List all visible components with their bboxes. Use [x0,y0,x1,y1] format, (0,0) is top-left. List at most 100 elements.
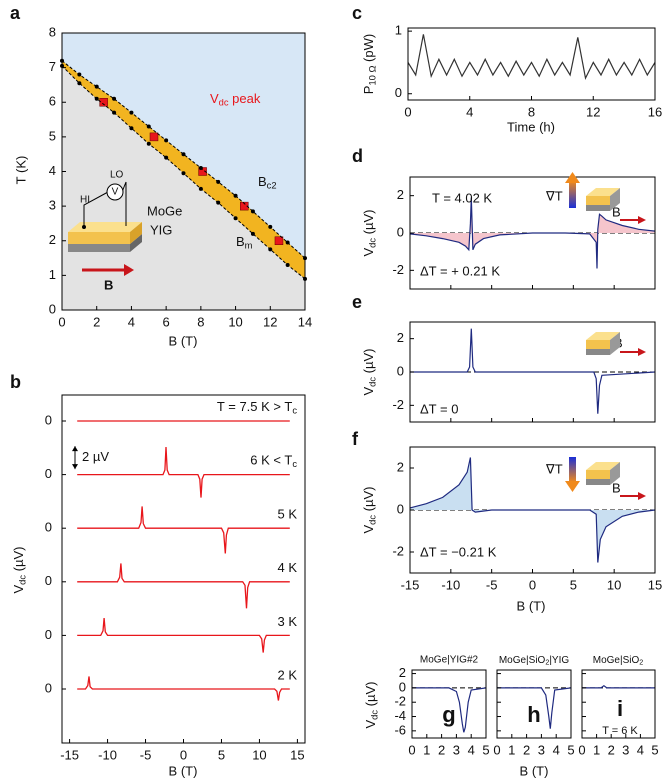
panel-title: MoGe|SiO2 [593,655,644,667]
panel-letter: a [10,3,21,23]
y-axis-label: Vdc (µV) [361,210,377,257]
annotation: Bc2 [258,174,277,190]
y-tick-label: -6 [394,722,406,737]
label-part: (µV) [361,349,376,377]
series-line [497,687,572,729]
label-part: V [361,524,376,533]
annotation: HI [80,195,90,206]
x-tick-label: 2 [93,314,100,329]
scale-bar-label: 2 µV [82,449,109,464]
series-label: 6 K < Tc [250,453,297,469]
panel-letter: g [442,702,455,727]
series-label: 3 K [277,614,297,629]
annotation: B [104,277,113,292]
series-line [410,328,656,414]
x-tick-label: 5 [482,742,489,757]
device-sketch [68,181,142,276]
arrow-head [72,446,78,452]
device-sketch [586,462,646,500]
panel-letter: h [527,702,540,727]
point [268,247,273,252]
moge-layer [586,196,610,205]
point [250,209,255,214]
panel-letter: i [617,696,623,721]
panel-title: MoGe|YIG#2 [420,655,479,666]
y-tick-label: -2 [392,397,404,412]
plot-frame [61,394,306,744]
x-tick-label: 4 [553,742,560,757]
plot-frame [409,446,656,574]
y-tick-label: 0 [45,680,52,695]
point [233,193,238,198]
x-tick-label: 0 [58,314,65,329]
x-tick-label: 0 [529,577,536,592]
x-tick-label: -15 [401,577,420,592]
moge-top [586,462,620,470]
arrow-head [638,348,646,356]
label-part: 10 Ω [368,66,378,86]
x-tick-label: 0 [180,747,187,762]
x-tick-label: 5 [570,577,577,592]
x-tick-label: 12 [263,314,277,329]
x-tick-label: 3 [622,742,629,757]
point [112,96,117,101]
yig-layer [586,479,610,485]
side [610,462,620,485]
device-sketch [586,188,646,224]
x-tick-label: 1 [593,742,600,757]
y-tick-label: -4 [394,708,406,723]
series-line [407,34,656,80]
x-tick-label: 2 [438,742,445,757]
point [250,231,255,236]
yig-layer [586,205,610,211]
point [94,96,99,101]
moge-layer [68,232,130,244]
yig-layer [68,244,130,252]
series-line [77,506,290,554]
annotation: ΔT = −0.21 K [420,544,497,559]
label-part: V [11,584,26,593]
x-axis-label: Time (h) [507,119,555,134]
point [77,72,82,77]
label-part: m [245,241,253,251]
y-axis-label: Vdc (µV) [361,487,377,534]
point [285,262,290,267]
label-part: V [361,247,376,256]
y-tick-label: 6 [49,94,56,109]
yig-side [130,234,142,252]
x-tick-label: 5 [567,742,574,757]
annotation: B [612,480,621,495]
label-part: dc [368,515,378,525]
point [149,132,159,142]
side [610,188,620,211]
point [216,200,221,205]
x-tick-label: 1 [423,742,430,757]
y-axis-label: Vdc (µV) [363,682,379,729]
annotation: T = 4.02 K [432,190,492,205]
label-part: peak [229,91,261,106]
label-part: V [361,386,376,395]
annotation: B [612,204,621,219]
gradient-arrow [569,457,576,482]
annotation: MoGe [147,203,182,218]
annotation: LO [110,170,124,181]
arrow-head [72,464,78,470]
label-part: (µV) [363,682,378,710]
contact [82,225,86,229]
point [99,98,108,107]
y-tick-label: -2 [392,262,404,277]
x-tick-label: 10 [228,314,242,329]
x-tick-label: -5 [140,747,152,762]
series-line [77,618,290,653]
label-part: |YIG [549,655,569,666]
label-part: 2 [545,657,549,666]
point [164,155,169,160]
label-part: dc [368,377,378,387]
annotation: ∇T [545,188,563,203]
label-part: MoGe|SiO [593,655,640,666]
y-tick-label: 0 [45,520,52,535]
x-tick-label: 4 [128,314,135,329]
x-tick-label: 0 [408,742,415,757]
x-tick-label: 14 [298,314,312,329]
